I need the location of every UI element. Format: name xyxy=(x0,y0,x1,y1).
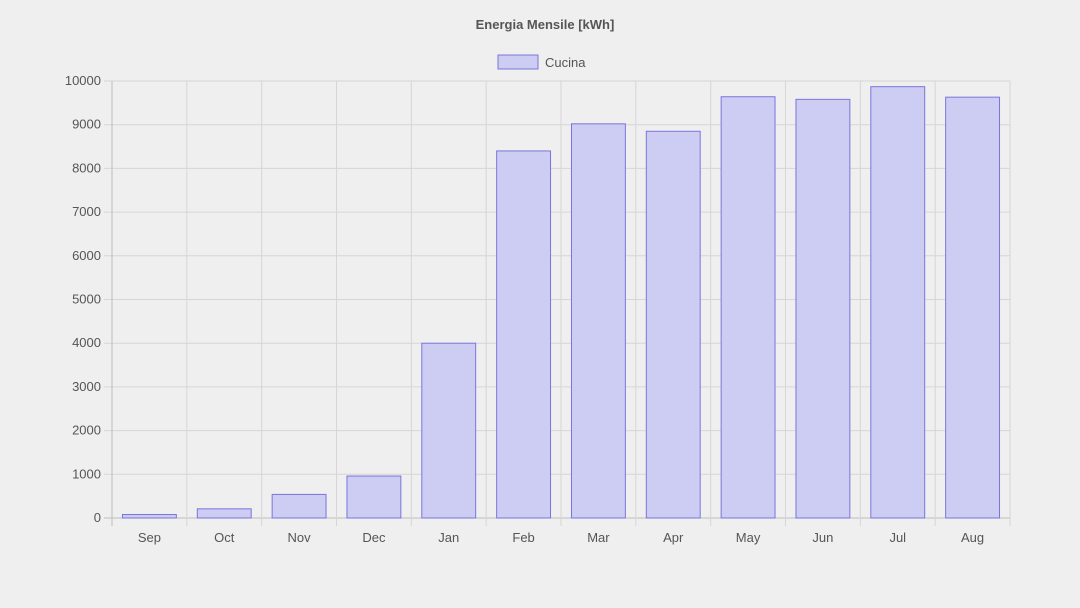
bar-jan[interactable] xyxy=(421,342,477,519)
y-tick-label: 4000 xyxy=(72,335,101,350)
bars xyxy=(121,86,1001,519)
y-axis: 0 1000 2000 3000 4000 5000 6000 7000 8000 9000 100… xyxy=(65,73,101,525)
x-tick-label: Jun xyxy=(812,530,833,545)
x-tick-label: Dec xyxy=(362,530,386,545)
chart-title: Energia Mensile [kWh] xyxy=(476,17,615,32)
y-tick-label: 10000 xyxy=(65,73,101,88)
legend[interactable]: Cucina xyxy=(497,54,586,70)
y-tick-label: 3000 xyxy=(72,379,101,394)
y-tick-label: 1000 xyxy=(72,466,101,481)
x-tick-label: Nov xyxy=(288,530,312,545)
x-tick-label: Oct xyxy=(214,530,235,545)
legend-swatch[interactable] xyxy=(497,54,539,70)
bar-sep[interactable] xyxy=(121,514,177,519)
x-tick-label: Aug xyxy=(961,530,984,545)
bar-nov[interactable] xyxy=(271,493,327,519)
bar-oct[interactable] xyxy=(196,508,252,519)
y-tick-label: 5000 xyxy=(72,292,101,307)
y-tick-label: 7000 xyxy=(72,204,101,219)
y-tick-label: 9000 xyxy=(72,117,101,132)
y-tick-label: 2000 xyxy=(72,423,101,438)
bar-dec[interactable] xyxy=(346,475,402,519)
y-tick-label: 6000 xyxy=(72,248,101,263)
legend-label[interactable]: Cucina xyxy=(545,55,586,70)
x-tick-label: Sep xyxy=(138,530,161,545)
x-tick-label: Apr xyxy=(663,530,684,545)
grid xyxy=(104,80,1011,526)
bar-mar[interactable] xyxy=(570,123,626,519)
y-tick-label: 0 xyxy=(94,510,101,525)
bar-feb[interactable] xyxy=(496,150,552,519)
x-tick-label: Jul xyxy=(889,530,906,545)
bar-apr[interactable] xyxy=(645,130,701,519)
bar-may[interactable] xyxy=(720,96,776,519)
x-tick-label: Feb xyxy=(512,530,534,545)
x-tick-label: Mar xyxy=(587,530,610,545)
bar-aug[interactable] xyxy=(945,96,1001,519)
x-tick-label: May xyxy=(736,530,761,545)
x-tick-label: Jan xyxy=(438,530,459,545)
y-tick-label: 8000 xyxy=(72,160,101,175)
x-axis: Sep Oct Nov Dec Jan Feb Mar Apr May Jun Jul Aug xyxy=(138,530,984,545)
bar-jun[interactable] xyxy=(795,98,851,519)
bar-jul[interactable] xyxy=(870,86,926,519)
